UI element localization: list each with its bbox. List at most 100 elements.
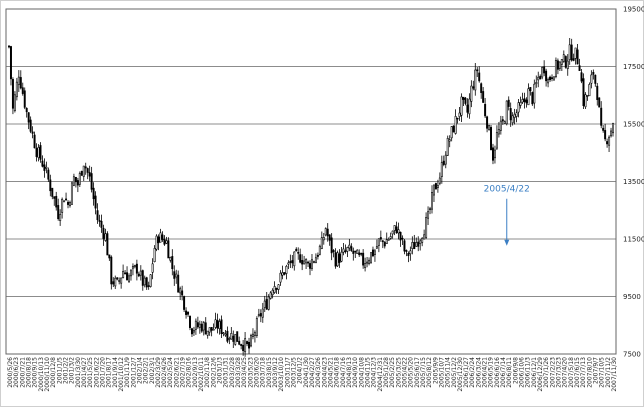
x-tick-label: 2000/12/8: [50, 357, 57, 388]
candle-body: [98, 220, 101, 222]
x-tick-label: 2004/1/30: [303, 357, 310, 388]
candle-body: [255, 318, 258, 336]
candle-body: [501, 119, 504, 122]
candle-body: [373, 250, 376, 255]
candle-body: [57, 205, 60, 220]
candle-body: [464, 97, 467, 104]
candle-body: [126, 272, 129, 281]
candle-body: [600, 107, 603, 126]
candle-body: [33, 134, 36, 149]
candle-body: [570, 44, 573, 61]
candle-body: [484, 103, 487, 117]
candle-body: [131, 265, 134, 269]
candle-body: [478, 72, 481, 82]
x-tick-label: 2002/12/6: [210, 357, 217, 388]
x-tick-label: 2002/9/13: [192, 357, 199, 388]
candle-body: [155, 235, 158, 250]
candle-body: [74, 176, 77, 183]
candle-body: [187, 311, 190, 315]
x-tick-label: 2006/8/11: [506, 357, 513, 388]
candle-body: [149, 274, 152, 287]
candle-body: [120, 277, 123, 284]
candle-body: [220, 319, 223, 334]
candle-body: [377, 238, 380, 246]
candle-body: [466, 104, 469, 113]
candle-body: [316, 254, 319, 257]
x-tick-label: 2001/9/14: [112, 357, 119, 388]
x-tick-label: 2002/5/24: [167, 357, 174, 388]
candle-body: [454, 116, 457, 134]
candle-body: [65, 198, 68, 201]
candle-body: [189, 316, 191, 328]
candle-body: [124, 272, 127, 275]
candle-body: [92, 187, 95, 200]
y-tick-label: 9500: [623, 293, 641, 301]
x-tick-label: 2002/11/8: [204, 357, 211, 388]
candle-body: [312, 261, 315, 263]
candle-body: [267, 296, 270, 310]
candle-body: [25, 108, 28, 113]
candle-body: [135, 263, 138, 274]
candle-body: [354, 250, 357, 253]
x-tick-label: 2005/5/20: [408, 357, 415, 388]
candle-body: [320, 237, 323, 249]
candle-body: [497, 129, 500, 135]
candle-body: [440, 162, 443, 177]
candle-body: [67, 201, 70, 205]
annotation-label: 2005/4/22: [484, 185, 530, 195]
candle-body: [529, 87, 532, 92]
candle-body: [503, 121, 506, 124]
candle-body: [551, 77, 553, 79]
candle-body: [610, 130, 613, 137]
candle-body: [338, 253, 341, 263]
candle-body: [368, 259, 371, 264]
y-tick-label: 13500: [623, 178, 644, 186]
candle-body: [9, 46, 12, 80]
x-tick-label: 2004/5/21: [328, 357, 335, 388]
candle-body: [582, 78, 585, 106]
candle-body: [324, 228, 327, 236]
candle-body: [539, 76, 542, 80]
candle-body: [27, 112, 30, 123]
candle-body: [432, 184, 435, 196]
x-tick-label: 2000/10/13: [38, 357, 45, 392]
candle-body: [462, 96, 465, 100]
candle-body: [240, 344, 243, 346]
candle-body: [137, 273, 140, 277]
y-tick-label: 19500: [623, 6, 644, 14]
candle-body: [383, 242, 386, 247]
candle-body: [175, 273, 178, 278]
candle-body: [558, 61, 561, 69]
candle-body: [509, 108, 512, 121]
candle-body: [419, 240, 422, 245]
candle-body: [305, 258, 308, 264]
candle-body: [106, 233, 109, 256]
candle-body: [417, 241, 420, 247]
candle-body: [310, 259, 313, 269]
candle-body: [112, 281, 115, 285]
candle-body: [289, 261, 292, 263]
candle-body: [102, 227, 105, 239]
x-tick-label: 2003/12/5: [291, 357, 298, 388]
candle-body: [94, 195, 97, 209]
candle-body: [8, 45, 10, 48]
candle-body: [427, 211, 430, 219]
candle-body: [104, 233, 107, 241]
candle-body: [96, 210, 99, 221]
candle-body: [330, 237, 333, 254]
candle-body: [586, 95, 589, 97]
x-tick-label: 2003/11/7: [284, 357, 291, 388]
candle-body: [218, 321, 221, 330]
candle-body: [596, 85, 599, 100]
x-tick-label: 2001/3/30: [75, 357, 82, 388]
candle-body: [200, 323, 203, 332]
candle-body: [76, 180, 79, 186]
candle-body: [35, 148, 38, 157]
x-tick-label: 2006/6/16: [494, 357, 501, 388]
candle-body: [525, 99, 528, 104]
candle-body: [291, 260, 294, 264]
candle-body: [53, 196, 56, 199]
candle-body: [336, 252, 339, 267]
x-tick-label: 2003/7/18: [260, 357, 267, 388]
candle-body: [387, 238, 390, 241]
